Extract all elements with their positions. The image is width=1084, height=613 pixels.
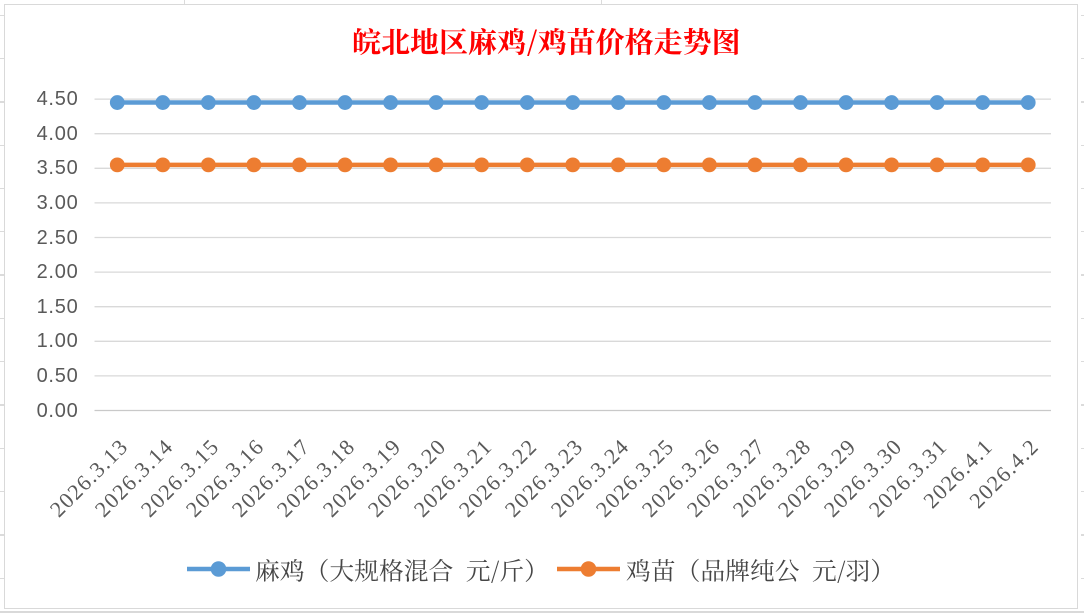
- sheet-gridline-stub: [1080, 317, 1084, 320]
- y-tick-label: 3.00: [36, 191, 79, 214]
- series-1-marker: [246, 157, 262, 173]
- sheet-gridline-stub: [0, 187, 5, 190]
- sheet-gridline-stub: [1080, 144, 1084, 146]
- series-1-marker: [610, 157, 626, 173]
- y-tick-label: 0.50: [36, 364, 79, 387]
- y-tick-label: 2.00: [36, 261, 79, 284]
- series-0-marker: [383, 95, 398, 110]
- series-1-marker: [929, 157, 945, 173]
- series-0-marker: [246, 95, 262, 110]
- sheet-gridline-stub: [0, 404, 5, 406]
- series-1-marker: [428, 157, 444, 173]
- series-1-marker: [383, 157, 398, 173]
- sheet-gridline-stub: [1080, 101, 1084, 103]
- series-1-marker: [337, 157, 353, 173]
- sheet-gridline-stub: [0, 274, 5, 276]
- series-1-marker: [838, 157, 854, 173]
- series-0-marker: [200, 95, 216, 110]
- chart-title: 皖北地区麻鸡/鸡苗价格走势图: [352, 27, 741, 56]
- sheet-gridline-stub: [0, 361, 5, 363]
- series-0-marker: [337, 95, 353, 110]
- sheet-gridline-stub: [1080, 187, 1084, 190]
- series-1-marker: [519, 157, 535, 173]
- legend-swatch-0: [187, 561, 250, 577]
- series-0-marker: [565, 95, 581, 110]
- series-0-marker: [975, 95, 991, 110]
- sheet-gridline-stub: [0, 57, 5, 60]
- series-0-marker: [838, 95, 854, 110]
- series-0-marker: [292, 95, 307, 110]
- sheet-gridline-stub: [1080, 577, 1084, 579]
- series-0-marker: [793, 95, 808, 110]
- sheet-gridline-stub: [0, 317, 5, 320]
- sheet-gridline-stub: [1080, 14, 1084, 16]
- sheet-gridline-stub: [0, 534, 5, 536]
- sheet-gridline-stub: [600, 0, 602, 5]
- series-0-marker: [428, 95, 444, 110]
- series-0-marker: [109, 95, 125, 110]
- series-1-marker: [200, 157, 216, 173]
- sheet-gridline-stub: [0, 144, 5, 146]
- sheet-gridline-stub: [1080, 361, 1084, 363]
- sheet-gridline-stub: [1080, 404, 1084, 406]
- series-1-marker: [747, 157, 763, 173]
- series-1-marker: [701, 157, 717, 173]
- sheet-gridline-stub: [1080, 490, 1084, 493]
- y-tick-label: 2.50: [36, 226, 79, 249]
- cjk-text-glyphs: [626, 559, 879, 584]
- y-tick-label: 4.50: [36, 88, 79, 111]
- cjk-text-glyphs: [256, 559, 533, 584]
- series-1-marker: [474, 157, 490, 173]
- sheet-gridline-stub: [0, 577, 5, 579]
- series-0-marker: [656, 95, 672, 110]
- series-1-marker: [292, 157, 307, 173]
- legend-swatch-1: [557, 561, 620, 577]
- series-0-marker: [474, 95, 490, 110]
- series-0-marker: [884, 95, 899, 110]
- sheet-row-edge: [0, 611, 1084, 613]
- sheet-gridline-stub: [0, 14, 5, 16]
- cjk-text-glyphs: [353, 27, 739, 56]
- series-1-marker: [1020, 157, 1036, 173]
- sheet-gridline-stub: [1080, 534, 1084, 536]
- sheet-gridline-stub: [0, 231, 5, 233]
- sheet-gridline-stub: [1080, 231, 1084, 233]
- series-0-marker: [155, 95, 171, 110]
- series-1-marker: [656, 157, 672, 173]
- sheet-gridline-stub: [0, 101, 5, 103]
- series-0-marker: [747, 95, 763, 110]
- series-1-marker: [793, 157, 808, 173]
- series-1-marker: [565, 157, 581, 173]
- sheet-gridline-stub: [0, 447, 5, 449]
- sheet-gridline-stub: [0, 490, 5, 493]
- series-0-marker: [929, 95, 945, 110]
- series-0-marker: [610, 95, 626, 110]
- y-tick-label: 3.50: [36, 157, 79, 180]
- series-1-marker: [109, 157, 125, 173]
- series-1-marker: [884, 157, 899, 173]
- series-1-marker: [155, 157, 171, 173]
- sheet-gridline-stub: [1080, 274, 1084, 276]
- y-tick-label: 0.00: [36, 399, 79, 422]
- sheet-gridline-stub: [183, 0, 185, 5]
- y-tick-label: 1.50: [36, 295, 79, 318]
- series-0-marker: [1020, 95, 1036, 110]
- series-1-marker: [975, 157, 991, 173]
- y-tick-label: 1.00: [36, 330, 79, 353]
- y-tick-label: 4.00: [36, 122, 79, 145]
- sheet-gridline-stub: [1080, 57, 1084, 60]
- sheet-gridline-stub: [1080, 447, 1084, 449]
- series-0-marker: [701, 95, 717, 110]
- series-0-marker: [519, 95, 535, 110]
